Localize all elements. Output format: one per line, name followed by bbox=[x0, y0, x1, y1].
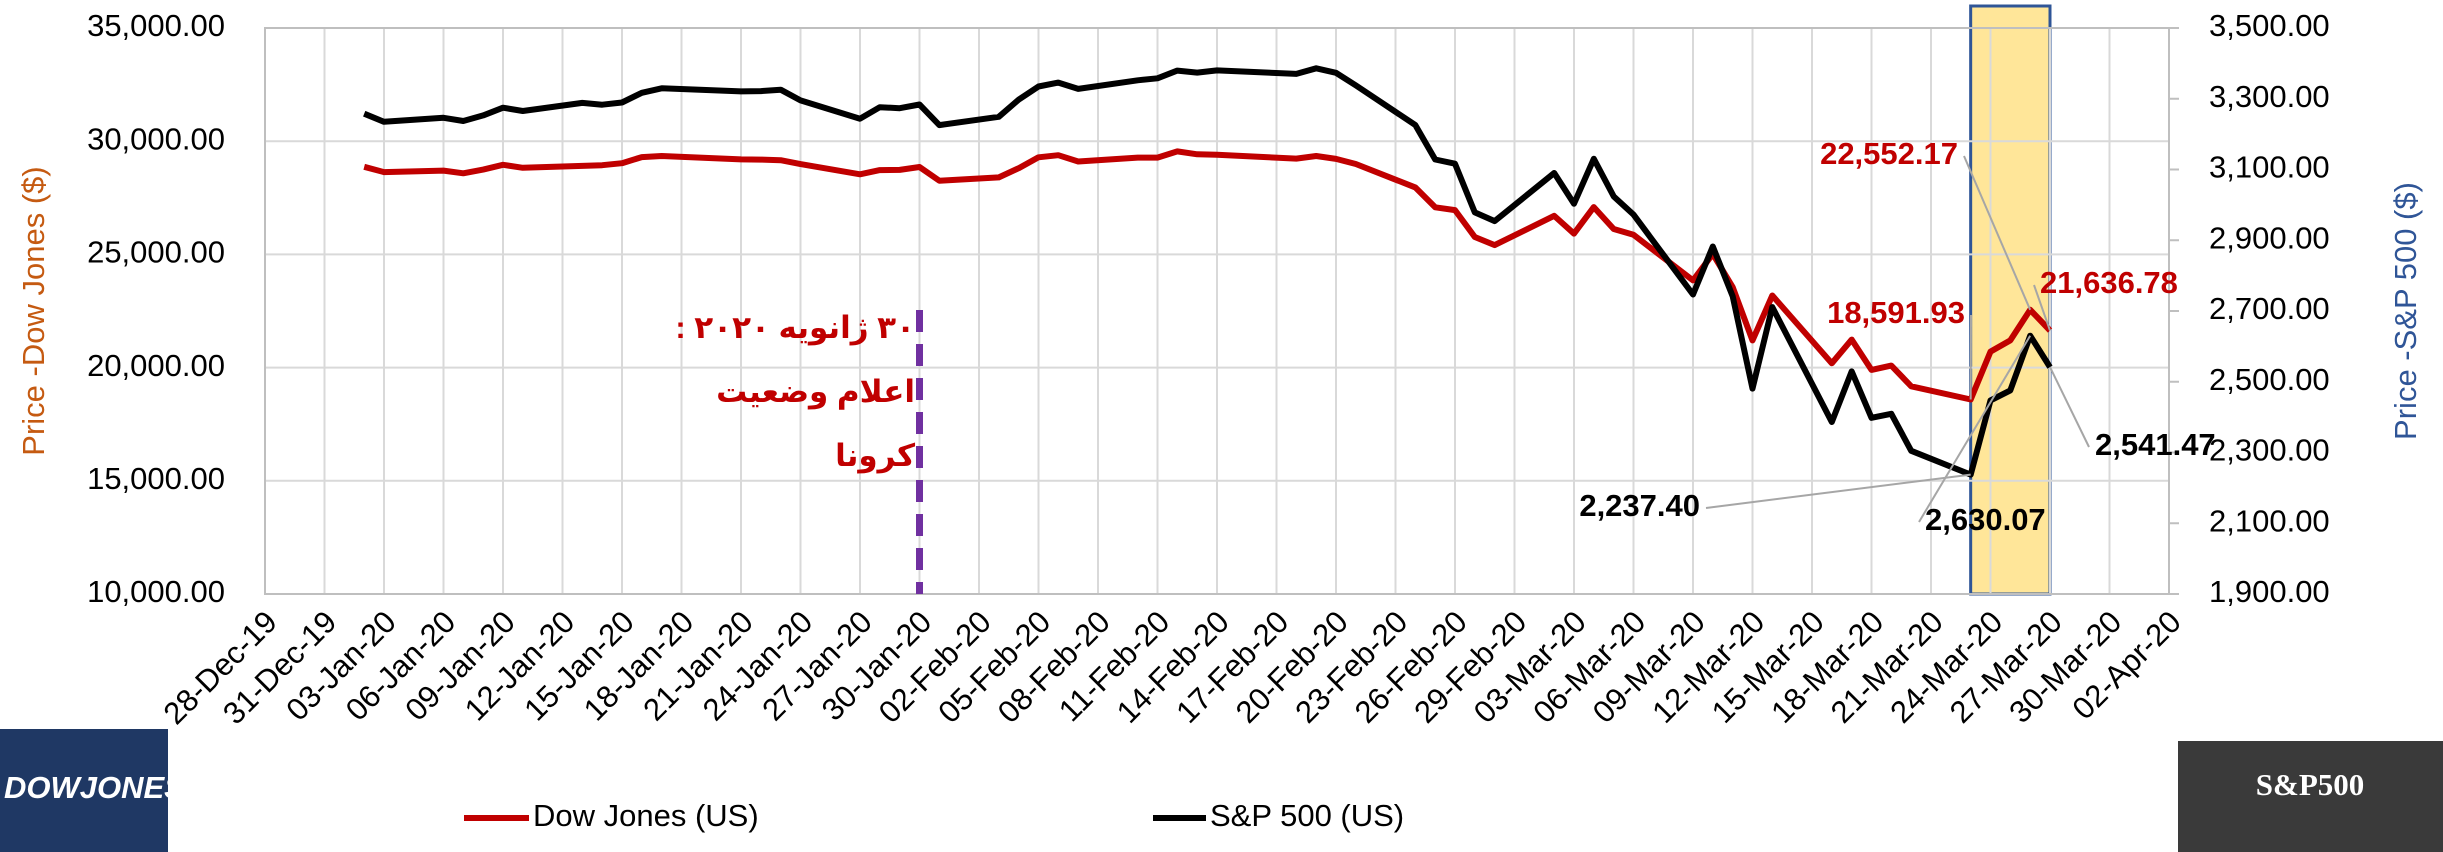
leader-line bbox=[1963, 155, 2032, 311]
y-tick-label: 35,000.00 bbox=[87, 8, 225, 43]
y2-tick-label: 3,100.00 bbox=[2209, 150, 2330, 185]
plot-border bbox=[264, 27, 2170, 595]
logo bbox=[0, 729, 168, 852]
y-tick-label: 20,000.00 bbox=[87, 348, 225, 383]
legend-label: S&P 500 (US) bbox=[1210, 798, 1404, 833]
data-label: 21,636.78 bbox=[2040, 265, 2178, 300]
y-tick-label: 25,000.00 bbox=[87, 235, 225, 270]
y2-axis-title: Price -S&P 500 ($) bbox=[2388, 182, 2423, 440]
y2-tick-label: 1,900.00 bbox=[2209, 574, 2330, 609]
y2-tick-label: 2,100.00 bbox=[2209, 503, 2330, 538]
annotation: اعلام وضعیت bbox=[716, 374, 915, 410]
highlight-box bbox=[1969, 4, 2052, 596]
y2-tick-label: 2,500.00 bbox=[2209, 362, 2330, 397]
y2-tick-label: 2,900.00 bbox=[2209, 220, 2330, 255]
leader-line bbox=[1705, 473, 1971, 509]
leader-line bbox=[2033, 284, 2051, 331]
y2-tick-label: 2,300.00 bbox=[2209, 433, 2330, 468]
y-tick-label: 10,000.00 bbox=[87, 574, 225, 609]
y-axis-title: Price -Dow Jones ($) bbox=[16, 166, 51, 455]
y-tick-label: 30,000.00 bbox=[87, 121, 225, 156]
data-label: 2,541.47 bbox=[2095, 427, 2216, 462]
legend-label: Dow Jones (US) bbox=[533, 798, 759, 833]
logo-text: DOWJONES bbox=[4, 770, 185, 805]
leader-line bbox=[2049, 366, 2090, 448]
data-label: 2,237.40 bbox=[1579, 488, 1700, 523]
series-line bbox=[363, 148, 2053, 403]
y2-tick-label: 3,500.00 bbox=[2209, 8, 2330, 43]
logo bbox=[2178, 741, 2443, 852]
annotation: ۳۰ ژانویه ۲۰۲۰ : bbox=[675, 310, 915, 346]
logo-text: S&P500 bbox=[2256, 767, 2365, 802]
data-label: 2,630.07 bbox=[1925, 502, 2046, 537]
y-tick-label: 15,000.00 bbox=[87, 461, 225, 496]
leader-line bbox=[1918, 335, 2032, 523]
series-line bbox=[363, 65, 2053, 478]
data-label: 22,552.17 bbox=[1820, 136, 1958, 171]
data-label: 18,591.93 bbox=[1827, 295, 1965, 330]
y2-tick-label: 3,300.00 bbox=[2209, 79, 2330, 114]
y2-tick-label: 2,700.00 bbox=[2209, 291, 2330, 326]
annotation: کرونا bbox=[835, 438, 916, 474]
